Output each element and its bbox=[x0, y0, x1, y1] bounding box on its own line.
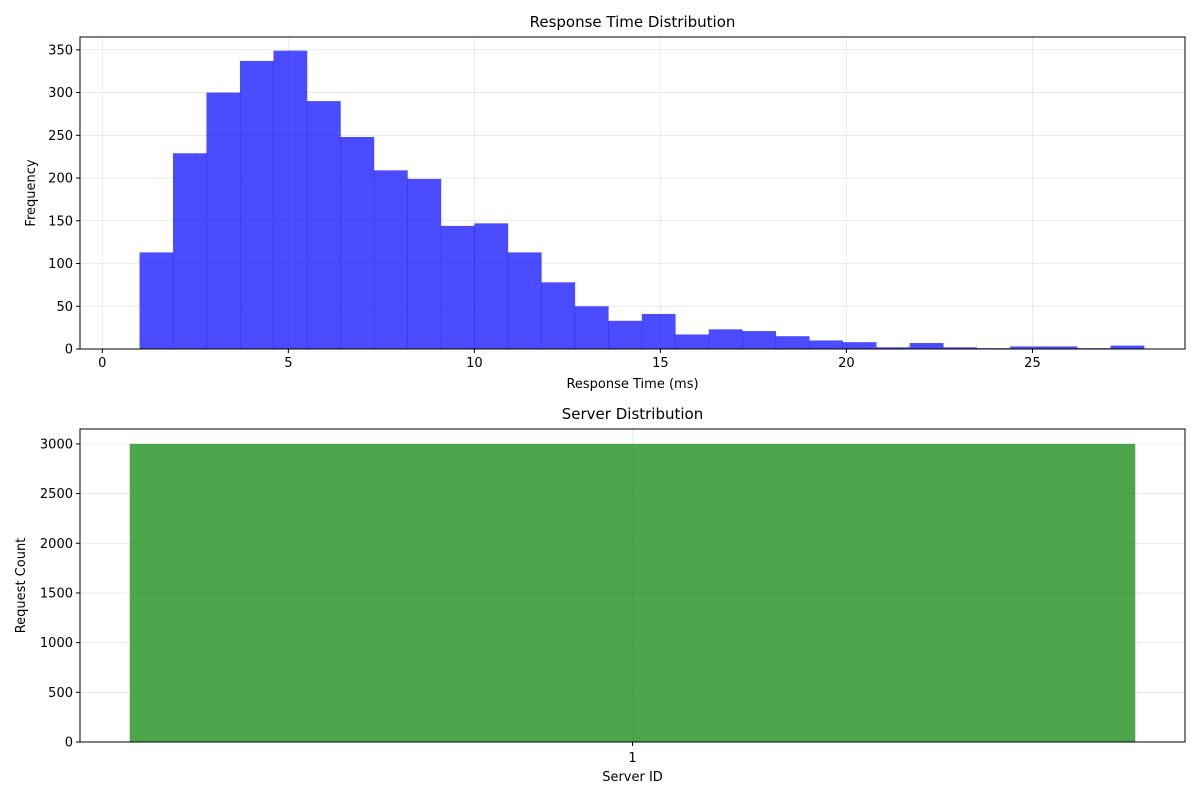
histogram-bars bbox=[139, 50, 1145, 350]
server-bar bbox=[129, 443, 1136, 742]
x-tick-label: 5 bbox=[284, 356, 292, 371]
y-axis-label: Frequency bbox=[24, 159, 39, 226]
histogram-bar bbox=[407, 178, 442, 349]
histogram-bar bbox=[1110, 345, 1145, 349]
y-tick-label: 300 bbox=[48, 86, 73, 101]
histogram-bar bbox=[340, 137, 375, 349]
histogram-bar bbox=[876, 347, 910, 349]
y-ticks: 0 500 1000 1500 2000 2500 3000 bbox=[40, 437, 80, 751]
y-tick-label: 1000 bbox=[40, 636, 73, 651]
histogram-bar bbox=[775, 336, 810, 349]
histogram-bar bbox=[306, 101, 341, 349]
histogram-bar bbox=[474, 223, 509, 349]
server-distribution-chart: 1 0 500 1000 1500 2000 2500 3000 Server Distri… bbox=[14, 405, 1186, 785]
x-tick-label: 15 bbox=[652, 356, 669, 371]
histogram-bar bbox=[608, 320, 643, 349]
histogram-bar bbox=[239, 60, 274, 350]
histogram-bar bbox=[206, 92, 241, 349]
y-tick-label: 0 bbox=[65, 736, 73, 751]
x-axis-label: Response Time (ms) bbox=[566, 377, 698, 392]
y-tick-label: 500 bbox=[48, 686, 73, 701]
y-tick-label: 150 bbox=[48, 214, 73, 229]
x-ticks: 1 bbox=[628, 742, 637, 766]
histogram-bar bbox=[507, 252, 542, 349]
chart-title: Server Distribution bbox=[562, 405, 703, 423]
y-ticks: 0 50 100 150 200 250 300 350 bbox=[48, 43, 80, 358]
x-ticks: 0 5 10 15 20 25 bbox=[98, 349, 1041, 371]
histogram-bar bbox=[139, 252, 174, 349]
histogram-bar bbox=[943, 347, 977, 349]
histogram-bar bbox=[842, 342, 877, 349]
x-tick-label: 0 bbox=[98, 356, 106, 371]
y-tick-label: 100 bbox=[48, 257, 73, 272]
histogram-bar bbox=[1043, 346, 1078, 349]
y-tick-label: 350 bbox=[48, 43, 73, 58]
histogram-bar bbox=[273, 50, 308, 350]
histogram-bar bbox=[675, 334, 710, 349]
histogram-bar bbox=[809, 340, 844, 349]
x-tick-label: 25 bbox=[1024, 356, 1041, 371]
histogram-bar bbox=[541, 282, 576, 349]
x-tick-label: 10 bbox=[466, 356, 483, 371]
histogram-bar bbox=[574, 306, 609, 349]
histogram-bar bbox=[909, 343, 944, 349]
y-tick-label: 250 bbox=[48, 129, 73, 144]
y-tick-label: 0 bbox=[65, 343, 73, 358]
chart-title: Response Time Distribution bbox=[530, 13, 736, 31]
axes-frame bbox=[79, 36, 1186, 350]
y-tick-label: 3000 bbox=[40, 437, 73, 452]
y-axis-label: Request Count bbox=[14, 538, 29, 634]
histogram-bar bbox=[641, 313, 676, 349]
histogram-bar bbox=[708, 329, 743, 349]
histogram-bar bbox=[373, 170, 408, 349]
y-tick-label: 1500 bbox=[40, 586, 73, 601]
histogram-bar bbox=[173, 153, 207, 349]
server-bars bbox=[129, 443, 1136, 742]
histogram-bar bbox=[1010, 346, 1044, 349]
y-tick-label: 50 bbox=[56, 300, 73, 315]
y-tick-label: 2000 bbox=[40, 537, 73, 552]
x-axis-label: Server ID bbox=[602, 770, 663, 785]
response-time-histogram: 0 5 10 15 20 25 0 50 100 150 200 250 300 350 Respons… bbox=[24, 13, 1186, 392]
histogram-bar bbox=[742, 331, 777, 349]
y-tick-label: 200 bbox=[48, 172, 73, 187]
y-tick-label: 2500 bbox=[40, 487, 73, 502]
x-tick-label: 1 bbox=[628, 751, 636, 766]
x-tick-label: 20 bbox=[838, 356, 855, 371]
histogram-bar bbox=[440, 225, 475, 349]
